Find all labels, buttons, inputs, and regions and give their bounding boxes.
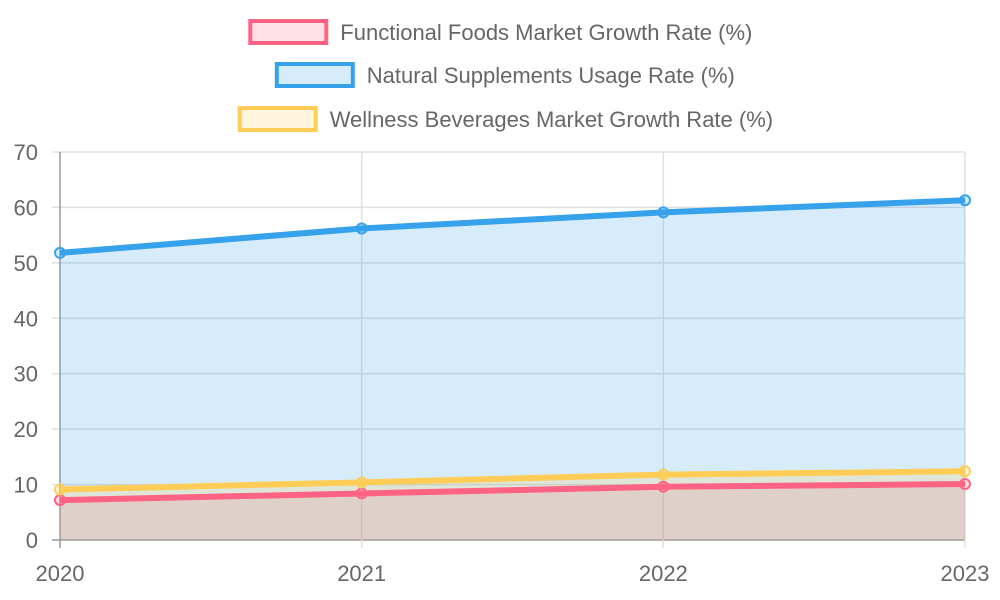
data-point: [959, 478, 971, 491]
data-point: [657, 468, 670, 481]
legend-item[interactable]: Wellness Beverages Market Growth Rate (%…: [237, 106, 773, 132]
x-tick-label: 2020: [36, 561, 85, 586]
y-tick-label: 50: [14, 251, 38, 276]
x-tick-label: 2022: [639, 561, 688, 586]
legend-label: Natural Supplements Usage Rate (%): [367, 63, 735, 88]
series-line-0: [59, 481, 966, 504]
series-line-1: [59, 197, 966, 256]
y-tick-label: 0: [26, 528, 38, 553]
data-point: [959, 194, 971, 207]
y-tick-label: 10: [14, 473, 38, 498]
legend-label: Wellness Beverages Market Growth Rate (%…: [330, 107, 773, 132]
data-point: [54, 494, 66, 507]
legend-swatch: [248, 19, 329, 45]
series-line-2: [59, 468, 966, 493]
series-area-1: [60, 200, 965, 541]
x-tick-label: 2021: [337, 561, 386, 586]
legend-swatch: [237, 106, 318, 132]
data-point: [959, 465, 971, 478]
y-tick-label: 30: [14, 362, 38, 387]
data-point: [657, 480, 670, 493]
data-point: [54, 483, 66, 496]
data-point: [657, 206, 670, 219]
y-tick-label: 60: [14, 195, 38, 220]
y-tick-label: 70: [14, 140, 38, 165]
data-point: [355, 487, 368, 500]
y-tick-label: 20: [14, 417, 38, 442]
data-point: [355, 222, 368, 235]
y-tick-label: 40: [14, 306, 38, 331]
legend-label: Functional Foods Market Growth Rate (%): [340, 20, 752, 45]
legend-item[interactable]: Functional Foods Market Growth Rate (%): [248, 19, 752, 45]
data-point: [355, 476, 368, 489]
data-point: [54, 246, 66, 259]
legend-swatch: [274, 62, 355, 88]
x-tick-label: 2023: [941, 561, 990, 586]
legend-item[interactable]: Natural Supplements Usage Rate (%): [274, 62, 735, 88]
